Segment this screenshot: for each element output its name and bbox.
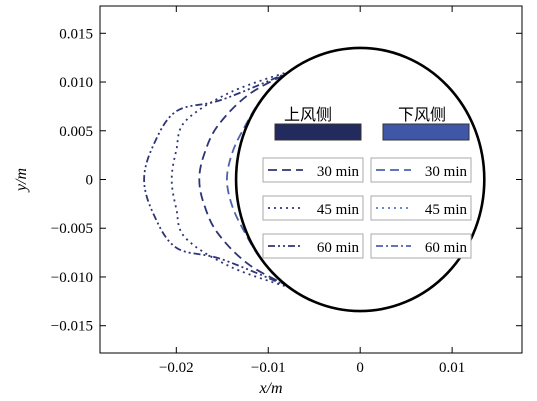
x-tick-label: 0 [356,360,364,376]
series-curve [198,68,297,291]
y-tick-label: 0.005 [59,124,93,140]
legend-entry-box [262,157,364,183]
legend-entry-label: 30 min [425,164,468,180]
series-curve [143,68,297,291]
y-axis-label: y/m [13,168,30,193]
x-tick-label: 0.01 [439,360,465,376]
y-tick-label: −0.010 [51,270,93,286]
legend-group-header: 上风侧 [284,105,332,124]
y-axis-ticks: 0.015 0.010 0.005 0 −0.005 −0.010 −0.015 [51,26,522,335]
legend-group-header: 下风侧 [398,105,446,124]
y-tick-label: 0 [86,173,94,189]
legend-entry-label: 30 min [317,164,360,180]
y-tick-label: −0.015 [51,319,93,335]
legend: 上风侧 30 min 45 min 60 min 下风侧 30 min 45 min 60 m… [262,105,472,259]
y-tick-label: −0.005 [51,221,93,237]
legend-entry-box [262,195,364,221]
legend-entry-label: 60 min [425,240,468,256]
legend-entry-box [370,195,472,221]
legend-color-swatch [274,123,362,141]
x-tick-label: −0.01 [251,360,286,376]
y-tick-label: 0.010 [59,75,93,91]
legend-entry-box [370,157,472,183]
x-axis-label: x/m [258,380,282,397]
legend-color-swatch [382,123,470,141]
y-tick-label: 0.015 [59,26,93,42]
legend-entry-label: 45 min [317,202,360,218]
x-axis-ticks: −0.02 −0.01 0 0.01 [159,6,465,376]
x-tick-label: −0.02 [159,360,194,376]
legend-entry-label: 45 min [425,202,468,218]
legend-entry-label: 60 min [317,240,360,256]
